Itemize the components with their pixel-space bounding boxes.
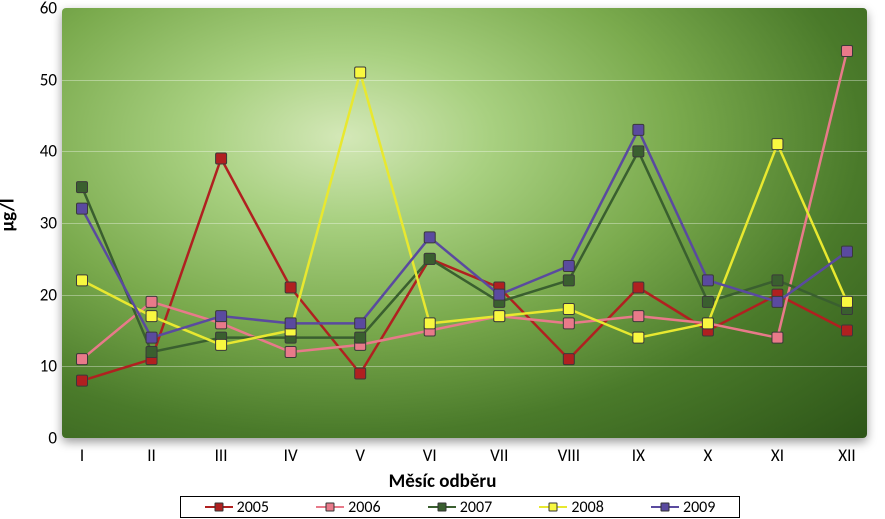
x-tick-label: IX bbox=[632, 445, 645, 466]
y-tick-label: 30 bbox=[27, 213, 57, 234]
x-tick-label: I bbox=[80, 445, 84, 466]
legend-swatch bbox=[651, 500, 679, 514]
x-axis-label: Měsíc odběru bbox=[389, 470, 497, 493]
y-tick-label: 40 bbox=[27, 141, 57, 162]
y-tick-label: 20 bbox=[27, 284, 57, 305]
gridline bbox=[62, 366, 867, 367]
x-tick-label: IV bbox=[284, 445, 298, 466]
legend-item: 2009 bbox=[651, 498, 715, 517]
legend-item: 2006 bbox=[316, 498, 380, 517]
gridline bbox=[62, 80, 867, 81]
y-tick-label: 50 bbox=[27, 69, 57, 90]
y-tick-label: 0 bbox=[27, 428, 57, 449]
x-tick-label: VII bbox=[490, 445, 508, 466]
legend-label: 2005 bbox=[237, 498, 269, 517]
legend-item: 2007 bbox=[428, 498, 492, 517]
legend-item: 2005 bbox=[205, 498, 269, 517]
y-tick-label: 10 bbox=[27, 356, 57, 377]
legend-label: 2007 bbox=[460, 498, 492, 517]
x-tick-label: II bbox=[147, 445, 156, 466]
x-tick-label: VI bbox=[423, 445, 437, 466]
x-tick-label: X bbox=[703, 445, 712, 466]
legend-item: 2008 bbox=[539, 498, 603, 517]
legend-label: 2009 bbox=[683, 498, 715, 517]
plot-area bbox=[62, 8, 867, 438]
legend-label: 2006 bbox=[348, 498, 380, 517]
legend-swatch bbox=[205, 500, 233, 514]
x-tick-label: V bbox=[355, 445, 365, 466]
gridline bbox=[62, 223, 867, 224]
legend-label: 2008 bbox=[571, 498, 603, 517]
legend-swatch bbox=[428, 500, 456, 514]
legend: 2005 2006 2007 2008 2009 bbox=[180, 496, 740, 518]
legend-swatch bbox=[316, 500, 344, 514]
gridline bbox=[62, 295, 867, 296]
x-tick-label: VIII bbox=[558, 445, 581, 466]
y-axis-label: µg/l bbox=[0, 198, 20, 231]
gridline bbox=[62, 151, 867, 152]
x-tick-label: XI bbox=[771, 445, 784, 466]
legend-swatch bbox=[539, 500, 567, 514]
y-tick-label: 60 bbox=[27, 0, 57, 19]
x-tick-label: XII bbox=[838, 445, 855, 466]
x-tick-label: III bbox=[215, 445, 228, 466]
